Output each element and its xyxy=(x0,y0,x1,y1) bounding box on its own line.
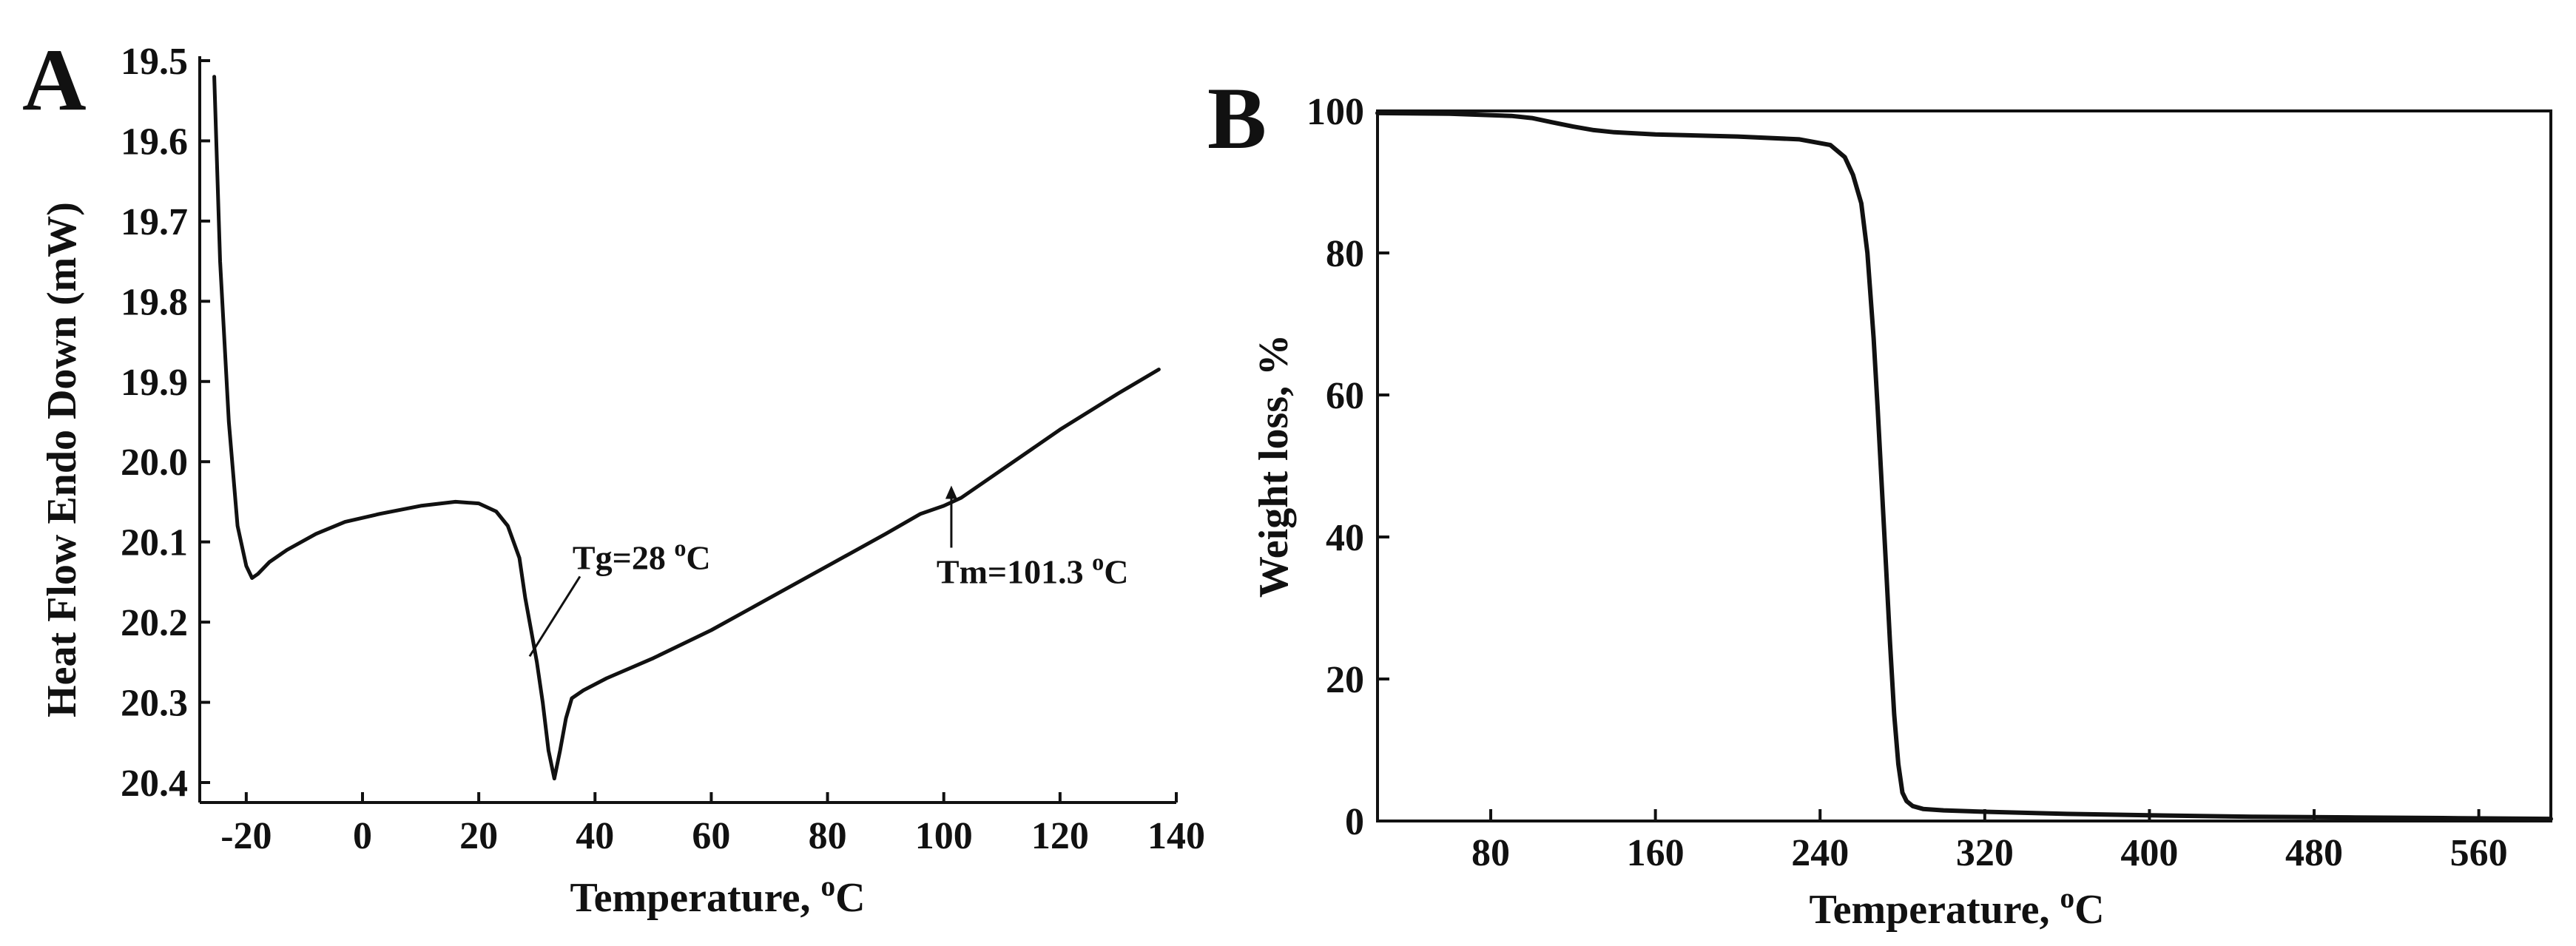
panel-b-x-tick-label: 240 xyxy=(1791,832,1849,874)
panel-a-tg-pointer xyxy=(528,575,581,658)
panel-a-y-tick-label: 19.8 xyxy=(121,281,188,323)
panel-a-x-tick-label: 60 xyxy=(692,815,730,857)
panel-a-y-tick-label: 20.0 xyxy=(121,442,188,484)
panel-a-y-tick-label: 20.4 xyxy=(121,763,188,805)
panel-b-x-tick-label: 480 xyxy=(2285,832,2343,874)
panel-b-y-tick-label: 40 xyxy=(1326,517,1364,559)
panel-a-y-tick-label: 19.5 xyxy=(121,41,188,83)
panel-a-x-tick-label: 20 xyxy=(459,815,498,857)
panel-a-y-tick-label: 19.6 xyxy=(121,121,188,163)
panel-b-x-tick-label: 160 xyxy=(1627,832,1685,874)
panel-a-x-tick-label: 120 xyxy=(1031,815,1089,857)
panel-a-y-tick-label: 19.9 xyxy=(121,362,188,404)
panel-b-series-line xyxy=(1375,110,2553,822)
panel-a-dsc-chart: A 19.5 19.6 19.7 19.8 19.9 20.0 20.1 20.2 20.3 20.… xyxy=(22,30,1205,921)
panel-b-x-axis-label: Temperature, oC xyxy=(1809,882,2104,933)
panel-b-x-tick-label: 80 xyxy=(1471,832,1510,874)
panel-b-tga-chart: B 0 20 40 60 80 100 80 160 240 320 400 480 560 Tempera… xyxy=(1207,69,2553,933)
panel-a-x-tick-label: 0 xyxy=(353,815,372,857)
panel-a-x-tick-label: 140 xyxy=(1147,815,1205,857)
panel-a-y-tick-label: 20.3 xyxy=(121,683,188,725)
panel-b-plot-frame xyxy=(1376,109,2552,822)
panel-a-x-tick-label: 40 xyxy=(576,815,614,857)
panel-a-x-tick-label: 80 xyxy=(809,815,847,857)
panel-b-y-tick-label: 60 xyxy=(1326,375,1364,417)
panel-a-tm-annotation: Tm=101.3 oC xyxy=(937,548,1129,590)
panel-a-letter: A xyxy=(22,30,87,129)
panel-b-y-tick-label: 20 xyxy=(1326,659,1364,701)
panel-a-y-axis-label: Heat Flow Endo Down (mW) xyxy=(39,202,85,717)
panel-a-x-axis-label: Temperature, oC xyxy=(570,871,865,922)
panel-b-x-tick-label: 560 xyxy=(2450,832,2508,874)
panel-a-x-tick-label: 100 xyxy=(915,815,973,857)
panel-a-y-tick-label: 20.1 xyxy=(121,522,188,564)
panel-b-y-tick-label: 80 xyxy=(1326,233,1364,275)
panel-a-tm-arrowhead xyxy=(945,485,957,499)
panel-a-x-tick-label: -20 xyxy=(220,815,272,857)
panel-b-x-tick-label: 400 xyxy=(2120,832,2178,874)
panel-a-y-tick-label: 20.2 xyxy=(121,602,188,644)
panel-a-series-line xyxy=(212,75,1161,781)
panel-a-y-tick-label: 19.7 xyxy=(121,201,188,243)
panel-b-y-tick-label: 100 xyxy=(1306,91,1364,133)
panel-b-letter: B xyxy=(1207,69,1267,167)
panel-b-y-tick-label: 0 xyxy=(1345,801,1364,843)
panel-b-x-tick-label: 320 xyxy=(1956,832,2014,874)
panel-b-y-axis-label: Weight loss, % xyxy=(1251,334,1297,598)
panel-a-tg-annotation: Tg=28 oC xyxy=(573,534,711,576)
